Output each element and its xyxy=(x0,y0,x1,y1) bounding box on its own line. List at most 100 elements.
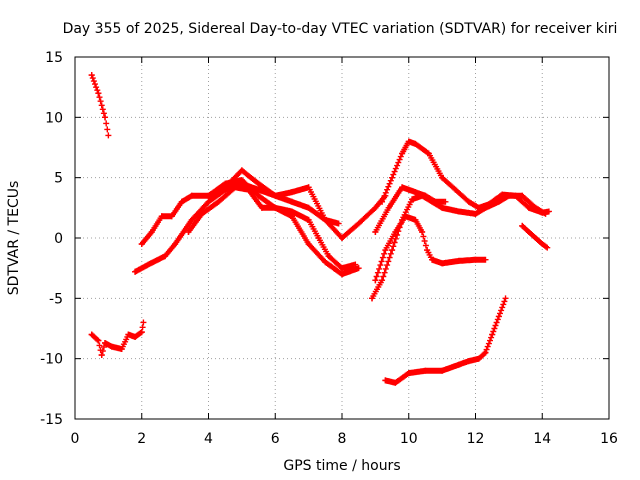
data-point xyxy=(482,349,489,356)
data-point xyxy=(178,198,185,205)
data-point xyxy=(455,257,462,264)
data-point xyxy=(379,198,386,205)
data-point xyxy=(392,228,399,235)
data-point xyxy=(412,140,419,147)
data-point xyxy=(544,244,551,251)
data-point xyxy=(118,346,125,353)
data-point xyxy=(205,192,212,199)
data-point xyxy=(405,138,412,145)
data-point xyxy=(519,192,526,199)
data-point xyxy=(288,198,295,205)
data-point xyxy=(442,198,449,205)
y-axis-ticks: -15 -10 -5 0 5 10 15 xyxy=(40,50,609,428)
x-tick-label: 6 xyxy=(271,431,280,447)
data-point xyxy=(305,184,312,191)
data-point xyxy=(255,192,262,199)
y-tick-label: 10 xyxy=(45,110,63,126)
data-point xyxy=(172,241,179,248)
data-point xyxy=(288,189,295,196)
data-point xyxy=(132,333,139,340)
data-point xyxy=(168,213,175,220)
data-point xyxy=(409,196,416,203)
x-tick-label: 8 xyxy=(338,431,347,447)
data-point xyxy=(108,343,115,350)
data-point xyxy=(232,184,239,191)
plot-frame xyxy=(74,56,610,420)
data-point xyxy=(439,260,446,267)
data-point xyxy=(519,222,526,229)
series-s6 xyxy=(205,177,362,278)
data-point xyxy=(355,220,362,227)
data-point xyxy=(215,198,222,205)
data-point xyxy=(439,204,446,211)
data-point xyxy=(422,367,429,374)
data-point xyxy=(379,277,386,284)
y-tick-label: -10 xyxy=(40,352,63,368)
series-trace xyxy=(88,72,111,133)
data-point xyxy=(125,331,132,338)
data-point xyxy=(102,114,109,121)
y-tick-label: 15 xyxy=(45,50,63,66)
data-point xyxy=(465,358,472,365)
data-point xyxy=(369,295,376,302)
data-point xyxy=(339,271,345,278)
data-point xyxy=(495,313,502,320)
data-point xyxy=(255,180,262,187)
data-point xyxy=(138,329,145,336)
series-layer xyxy=(88,72,552,386)
data-point xyxy=(372,204,379,211)
data-point xyxy=(238,177,245,184)
data-point xyxy=(399,184,406,191)
data-point xyxy=(238,167,245,174)
y-tick-label: -15 xyxy=(40,412,63,428)
data-point xyxy=(392,379,399,386)
data-point xyxy=(162,253,169,260)
data-point xyxy=(452,186,459,193)
data-point xyxy=(88,72,95,79)
series-trace xyxy=(382,298,508,386)
data-point xyxy=(95,90,102,97)
x-tick-label: 14 xyxy=(533,431,551,447)
data-point xyxy=(322,216,329,223)
y-axis-label: SDTVAR / TECUs xyxy=(6,181,22,296)
data-point xyxy=(489,331,496,338)
data-point xyxy=(140,319,147,326)
grid-layer xyxy=(75,57,609,419)
data-point xyxy=(532,235,539,241)
data-point xyxy=(499,191,506,198)
data-point xyxy=(425,150,432,157)
data-point xyxy=(188,216,195,223)
series-trace xyxy=(379,138,551,216)
data-point xyxy=(272,192,279,199)
data-point xyxy=(412,189,419,196)
data-point xyxy=(439,174,446,181)
data-point xyxy=(465,198,472,205)
data-point xyxy=(305,204,312,211)
data-point xyxy=(472,210,479,217)
data-point xyxy=(382,247,389,254)
data-point xyxy=(439,367,446,374)
data-point xyxy=(198,210,205,217)
data-point xyxy=(148,228,155,235)
data-point xyxy=(158,213,165,220)
data-point xyxy=(288,213,295,220)
series-s8 xyxy=(369,192,549,302)
data-point xyxy=(325,253,332,260)
x-tick-label: 0 xyxy=(71,431,80,447)
y-tick-label: 0 xyxy=(54,231,63,247)
data-point xyxy=(482,256,489,263)
data-point xyxy=(355,265,362,272)
data-point xyxy=(539,241,546,248)
data-point xyxy=(539,209,546,216)
series-s7 xyxy=(372,213,489,284)
data-point xyxy=(485,201,492,208)
x-tick-label: 16 xyxy=(600,431,618,447)
data-point xyxy=(145,261,152,268)
x-axis-ticks: 0 2 4 6 8 10 12 14 16 xyxy=(71,57,618,447)
data-point xyxy=(305,216,312,223)
data-point xyxy=(424,247,431,254)
data-point xyxy=(525,228,532,235)
data-point xyxy=(382,377,389,384)
data-point xyxy=(339,235,345,241)
